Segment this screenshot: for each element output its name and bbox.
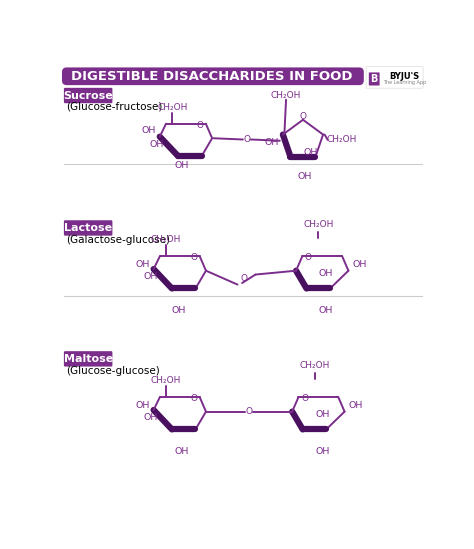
FancyBboxPatch shape <box>62 68 364 85</box>
Text: OH: OH <box>142 126 156 135</box>
Text: CH₂OH: CH₂OH <box>271 91 301 99</box>
Text: The Learning App: The Learning App <box>383 80 426 85</box>
Text: O: O <box>243 135 250 144</box>
Text: Lactose: Lactose <box>64 223 112 233</box>
Text: OH: OH <box>136 260 150 269</box>
Text: OH: OH <box>174 447 189 456</box>
Text: CH₂OH: CH₂OH <box>303 220 334 229</box>
Text: DIGESTIBLE DISACCHARIDES IN FOOD: DIGESTIBLE DISACCHARIDES IN FOOD <box>71 70 352 83</box>
Text: Maltose: Maltose <box>64 354 113 364</box>
Text: (Galactose-glucose): (Galactose-glucose) <box>66 235 171 245</box>
Text: CH₂OH: CH₂OH <box>151 377 181 385</box>
Text: CH₂OH: CH₂OH <box>326 135 356 144</box>
Text: OH: OH <box>348 401 363 410</box>
FancyBboxPatch shape <box>64 88 112 103</box>
Text: CH₂OH: CH₂OH <box>151 236 181 244</box>
Text: O: O <box>190 253 197 262</box>
Text: (Glucose-glucose): (Glucose-glucose) <box>66 366 160 376</box>
Text: O: O <box>240 274 247 283</box>
Text: OH: OH <box>319 269 333 278</box>
Text: OH: OH <box>143 413 158 422</box>
FancyBboxPatch shape <box>369 72 380 86</box>
Text: OH: OH <box>143 272 158 281</box>
Text: B: B <box>371 74 378 84</box>
Text: O: O <box>300 112 307 121</box>
Text: OH: OH <box>303 148 318 156</box>
Text: OH: OH <box>319 306 333 315</box>
Text: O: O <box>196 121 203 130</box>
Text: OH: OH <box>171 306 185 315</box>
FancyBboxPatch shape <box>64 220 112 236</box>
Text: BYJU'S: BYJU'S <box>390 72 419 81</box>
Text: OH: OH <box>175 161 189 170</box>
Text: (Glucose-fructose): (Glucose-fructose) <box>66 102 163 111</box>
Text: CH₂OH: CH₂OH <box>300 361 330 370</box>
Text: OH: OH <box>265 138 279 147</box>
FancyBboxPatch shape <box>64 351 112 367</box>
FancyBboxPatch shape <box>366 66 423 88</box>
Text: CH₂OH: CH₂OH <box>157 103 187 112</box>
Text: Sucrose: Sucrose <box>64 91 113 100</box>
Text: O: O <box>301 394 308 403</box>
Text: O: O <box>305 253 312 262</box>
Text: OH: OH <box>315 410 329 419</box>
Text: O: O <box>190 394 197 403</box>
Text: OH: OH <box>315 447 329 456</box>
Text: O: O <box>246 407 253 416</box>
Text: OH: OH <box>149 140 164 149</box>
Text: OH: OH <box>352 260 366 269</box>
Text: OH: OH <box>136 401 150 410</box>
Text: OH: OH <box>297 172 312 181</box>
